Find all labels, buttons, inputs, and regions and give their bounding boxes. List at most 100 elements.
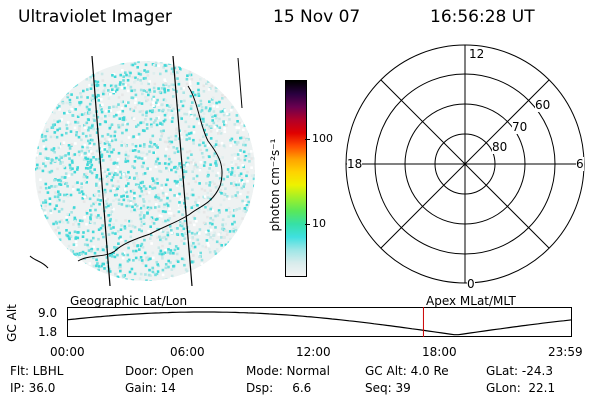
speckle-pixel	[53, 159, 57, 162]
speckle-pixel	[76, 188, 80, 192]
speckle-pixel	[142, 161, 145, 165]
speckle-pixel	[163, 88, 166, 91]
speckle-pixel	[35, 112, 36, 115]
speckle-pixel	[41, 83, 45, 86]
speckle-pixel	[114, 169, 118, 172]
speckle-pixel	[85, 57, 88, 60]
speckle-pixel	[182, 242, 186, 245]
speckle-pixel	[208, 66, 212, 69]
speckle-pixel	[218, 263, 222, 267]
speckle-pixel	[124, 239, 128, 243]
speckle-pixel	[180, 239, 183, 243]
speckle-pixel	[113, 281, 116, 284]
speckle-pixel	[66, 121, 70, 124]
speckle-pixel	[191, 63, 195, 66]
speckle-pixel	[137, 101, 141, 105]
speckle-pixel	[163, 251, 167, 254]
geographic-label: Geographic Lat/Lon	[70, 294, 188, 308]
speckle-pixel	[92, 127, 95, 131]
speckle-pixel	[162, 66, 165, 69]
speckle-pixel	[101, 134, 104, 138]
speckle-pixel	[127, 199, 130, 202]
speckle-pixel	[100, 117, 103, 120]
speckle-pixel	[74, 142, 77, 145]
speckle-pixel	[126, 89, 130, 93]
speckle-pixel	[247, 98, 250, 101]
speckle-pixel	[152, 72, 156, 75]
speckle-pixel	[184, 170, 188, 173]
speckle-pixel	[140, 190, 144, 193]
speckle-pixel	[140, 82, 143, 85]
speckle-pixel	[78, 129, 81, 133]
speckle-pixel	[176, 150, 180, 153]
speckle-pixel	[40, 104, 43, 107]
speckle-pixel	[157, 109, 161, 112]
speckle-pixel	[84, 174, 87, 178]
speckle-pixel	[255, 145, 258, 148]
speckle-pixel	[218, 255, 221, 259]
speckle-pixel	[35, 72, 37, 76]
speckle-pixel	[199, 110, 203, 113]
speckle-pixel	[119, 268, 123, 271]
speckle-pixel	[115, 193, 118, 197]
speckle-pixel	[76, 115, 80, 118]
speckle-pixel	[117, 242, 120, 245]
mlt-label-6: 6	[576, 157, 584, 171]
speckle-pixel	[222, 198, 226, 202]
speckle-pixel	[40, 117, 44, 120]
speckle-pixel	[172, 95, 175, 98]
speckle-pixel	[60, 133, 64, 137]
speckle-pixel	[156, 263, 159, 266]
speckle-pixel	[101, 177, 104, 181]
speckle-pixel	[43, 62, 47, 66]
speckle-pixel	[213, 268, 217, 272]
speckle-pixel	[83, 173, 86, 176]
speckle-pixel	[252, 273, 255, 277]
speckle-pixel	[153, 90, 156, 93]
speckle-pixel	[141, 92, 144, 96]
speckle-pixel	[56, 243, 60, 247]
speckle-pixel	[93, 80, 97, 83]
speckle-pixel	[155, 101, 158, 105]
speckle-pixel	[46, 99, 50, 103]
speckle-pixel	[183, 61, 186, 63]
speckle-pixel	[31, 209, 34, 212]
speckle-pixel	[222, 61, 226, 65]
speckle-pixel	[44, 186, 48, 190]
speckle-pixel	[110, 139, 114, 143]
speckle-pixel	[256, 105, 259, 108]
speckle-pixel	[193, 217, 197, 220]
speckle-pixel	[117, 273, 121, 277]
speckle-pixel	[38, 84, 42, 87]
speckle-pixel	[65, 229, 68, 232]
speckle-pixel	[210, 98, 214, 101]
speckle-pixel	[82, 231, 85, 234]
speckle-pixel	[205, 133, 208, 136]
speckle-pixel	[99, 182, 102, 185]
speckle-pixel	[246, 68, 249, 72]
speckle-pixel	[224, 187, 227, 190]
speckle-pixel	[68, 157, 71, 160]
speckle-pixel	[120, 112, 124, 115]
meridian-line	[172, 55, 193, 287]
speckle-pixel	[240, 179, 244, 182]
speckle-pixel	[165, 166, 168, 170]
speckle-pixel	[202, 117, 205, 121]
speckle-pixel	[127, 154, 130, 158]
speckle-pixel	[115, 105, 118, 109]
speckle-pixel	[89, 65, 93, 68]
speckle-pixel	[86, 157, 90, 161]
speckle-pixel	[66, 95, 70, 99]
speckle-pixel	[155, 144, 158, 147]
speckle-pixel	[88, 142, 92, 145]
speckle-pixel	[60, 219, 63, 222]
speckle-pixel	[32, 88, 35, 91]
speckle-pixel	[252, 76, 255, 79]
speckle-pixel	[42, 145, 46, 148]
speckle-pixel	[53, 274, 57, 277]
speckle-pixel	[182, 91, 185, 94]
speckle-pixel	[136, 185, 139, 188]
speckle-pixel	[119, 57, 122, 60]
speckle-pixel	[247, 129, 250, 132]
speckle-pixel	[159, 57, 162, 60]
